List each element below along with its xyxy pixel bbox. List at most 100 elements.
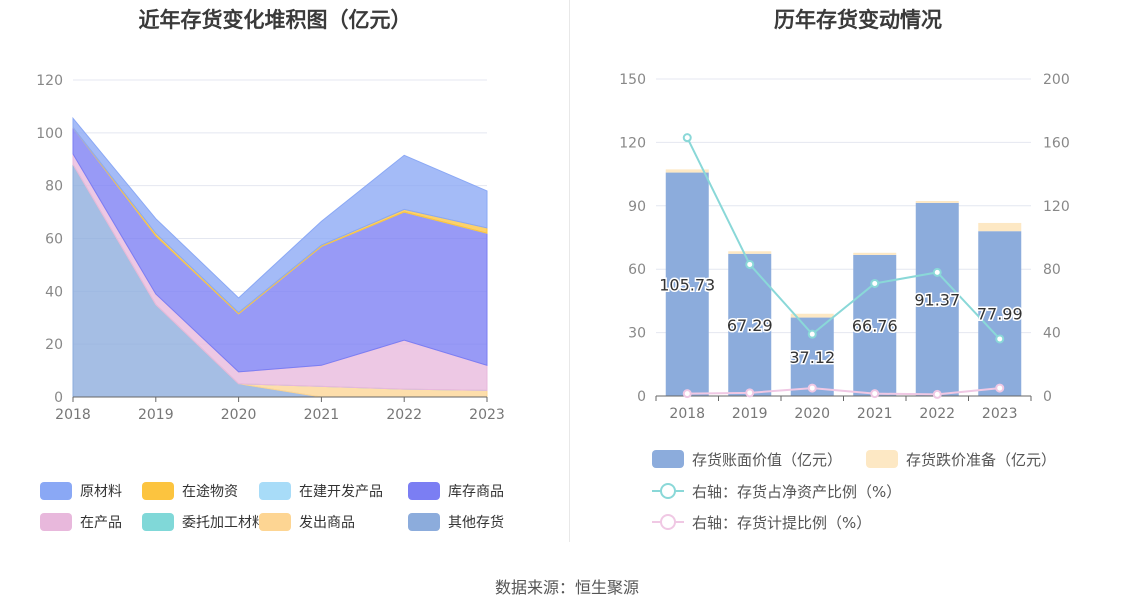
y2-tick-label: 120 <box>1043 199 1070 215</box>
y-tick-label: 60 <box>45 232 63 248</box>
stacked-area-chart: 0 20 40 60 80 100 120 2018 2019 2020 2021 2022 2023 <box>36 73 505 423</box>
point-provision-ratio <box>870 389 880 399</box>
legend-swatch <box>142 482 174 500</box>
legend-item-right-3[interactable]: 右轴：存货计提比例（%） <box>652 511 871 533</box>
x-tick-label: 2020 <box>221 407 257 423</box>
x-tick-label: 2021 <box>304 407 340 423</box>
y-tick-label: 30 <box>628 326 646 342</box>
area-raw <box>72 116 488 314</box>
legend-label: 原材料 <box>80 484 122 500</box>
y-tick-label: 80 <box>45 179 63 195</box>
legend-item-right-1[interactable]: 存货跌价准备（亿元） <box>866 448 1056 470</box>
bar-book-value <box>665 172 709 396</box>
bar-impairment <box>978 222 1022 232</box>
legend-label: 在途物资 <box>182 484 238 500</box>
legend-item-raw[interactable]: 原材料 <box>40 480 122 502</box>
y-tick-label: 120 <box>619 135 646 151</box>
legend-item-right-2[interactable]: 右轴：存货占净资产比例（%） <box>652 480 901 502</box>
point-provision-ratio <box>682 389 692 399</box>
y-tick-label: 150 <box>619 72 646 88</box>
point-net-asset-ratio <box>807 329 817 339</box>
bar-impairment <box>853 252 897 255</box>
legend-item-shipped[interactable]: 发出商品 <box>259 511 355 533</box>
bar-data-label: 67.29 <box>727 316 773 335</box>
x-tick-label: 2018 <box>669 406 705 422</box>
legend-item-stock[interactable]: 库存商品 <box>408 480 504 502</box>
legend-label: 委托加工材料 <box>182 515 266 531</box>
legend-swatch <box>142 513 174 531</box>
legend-label: 右轴：存货占净资产比例（%） <box>692 482 902 501</box>
bar-book-value <box>978 231 1022 396</box>
bar-data-label: 105.73 <box>659 275 715 294</box>
x-tick-label: 2019 <box>138 407 174 423</box>
line-provision-ratio <box>687 387 1000 396</box>
point-net-asset-ratio <box>745 259 755 269</box>
legend-swatch <box>259 482 291 500</box>
legend-label: 右轴：存货计提比例（%） <box>692 513 872 532</box>
point-net-asset-ratio <box>932 267 942 277</box>
y-tick-label: 20 <box>45 337 63 353</box>
left-chart-title: 近年存货变化堆积图（亿元） <box>138 8 412 32</box>
legend-item-consign[interactable]: 委托加工材料 <box>142 511 266 533</box>
x-tick-label: 2019 <box>732 406 768 422</box>
y2-tick-label: 200 <box>1043 72 1070 88</box>
y-tick-label: 120 <box>36 73 63 89</box>
legend-label: 库存商品 <box>448 484 504 500</box>
legend-swatch <box>652 482 684 500</box>
bar-impairment <box>728 251 772 254</box>
y-tick-label: 90 <box>628 199 646 215</box>
legend-item-right-0[interactable]: 存货账面价值（亿元） <box>652 448 842 470</box>
legend-label: 在产品 <box>80 515 122 531</box>
y-tick-label: 60 <box>628 262 646 278</box>
legend-item-transit[interactable]: 在途物资 <box>142 480 238 502</box>
x-tick-label: 2021 <box>857 406 893 422</box>
legend-label: 存货账面价值（亿元） <box>692 450 843 469</box>
bar-data-label: 66.76 <box>852 316 898 335</box>
x-tick-label: 2018 <box>55 407 91 423</box>
legend-swatch <box>40 513 72 531</box>
legend-label: 发出商品 <box>299 515 355 531</box>
legend-label: 存货跌价准备（亿元） <box>906 450 1057 469</box>
legend-label: 在建开发产品 <box>299 484 383 500</box>
bar-data-label: 91.37 <box>914 290 960 309</box>
line-net-asset-ratio <box>686 137 1001 340</box>
y2-tick-label: 40 <box>1043 326 1061 342</box>
legend-label: 其他存货 <box>448 515 504 531</box>
legend-swatch <box>40 482 72 500</box>
legend-swatch <box>652 450 684 468</box>
bar-data-label: 37.12 <box>789 348 835 367</box>
y2-tick-label: 80 <box>1043 262 1061 278</box>
x-tick-label: 2020 <box>794 406 830 422</box>
legend-swatch <box>652 513 684 531</box>
bar-line-chart: 0 30 60 90 120 150 0 40 80 120 160 200 2018 2019 2020 2… <box>619 72 1070 422</box>
x-tick-label: 2022 <box>919 406 955 422</box>
point-net-asset-ratio <box>870 278 880 288</box>
legend-swatch <box>408 513 440 531</box>
legend-swatch <box>259 513 291 531</box>
point-provision-ratio <box>807 383 817 393</box>
y-tick-label: 100 <box>36 126 63 142</box>
bar-data-label: 77.99 <box>977 305 1023 324</box>
legend-swatch <box>866 450 898 468</box>
legend-item-dev[interactable]: 在建开发产品 <box>259 480 383 502</box>
y-tick-label: 40 <box>45 284 63 300</box>
right-chart-title: 历年存货变动情况 <box>774 8 942 32</box>
point-provision-ratio <box>932 389 942 399</box>
point-provision-ratio <box>995 383 1005 393</box>
bar-impairment <box>790 313 834 318</box>
x-tick-label: 2023 <box>982 406 1018 422</box>
y2-tick-label: 160 <box>1043 135 1070 151</box>
y-tick-label: 0 <box>637 389 646 405</box>
legend-item-wip[interactable]: 在产品 <box>40 511 122 533</box>
bar-impairment <box>665 169 709 173</box>
bar-book-value <box>853 254 897 396</box>
bar-impairment <box>915 201 959 203</box>
legend-item-other[interactable]: 其他存货 <box>408 511 504 533</box>
x-tick-label: 2022 <box>386 407 422 423</box>
bar-book-value <box>728 253 772 396</box>
panel-divider <box>569 0 570 542</box>
y2-tick-label: 0 <box>1043 389 1052 405</box>
data-source-note: 数据来源：恒生聚源 <box>494 578 639 597</box>
bar-book-value <box>915 202 959 396</box>
point-provision-ratio <box>745 388 755 398</box>
